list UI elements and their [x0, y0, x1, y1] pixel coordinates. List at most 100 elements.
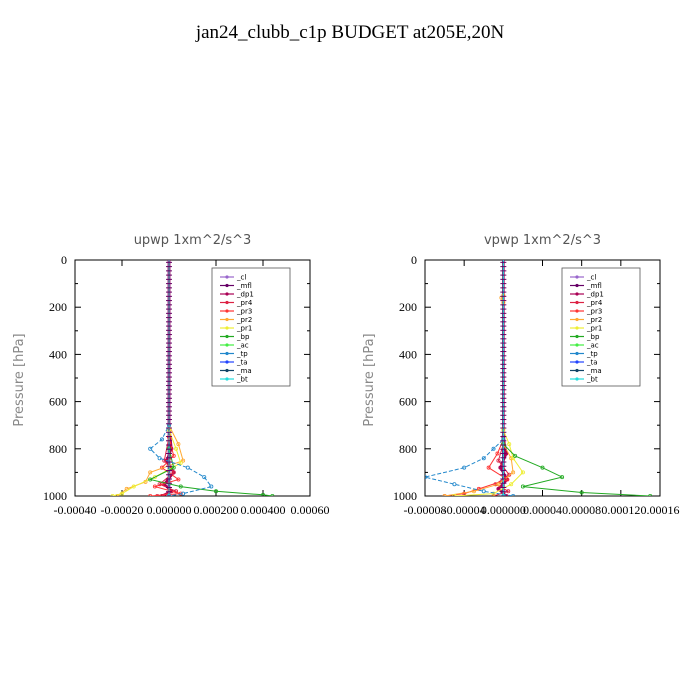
series-line-bp: [502, 260, 651, 496]
series-point-tp: [181, 491, 186, 496]
legend-label: _mfl: [236, 282, 252, 290]
legend-marker: [575, 368, 579, 373]
y-tick-label: 1000: [393, 489, 417, 503]
legend-marker: [225, 300, 229, 305]
series-line-tp: [425, 260, 514, 496]
y-tick-label: 600: [399, 395, 417, 409]
legend-label: _pr1: [586, 325, 602, 333]
series-point-bp: [178, 484, 183, 489]
legend-marker: [575, 351, 579, 356]
series-point-bp: [560, 475, 565, 480]
legend-marker: [225, 292, 229, 296]
series-point-tp: [462, 465, 467, 470]
legend-marker: [225, 317, 229, 322]
y-tick-label: 400: [399, 347, 417, 361]
series-point-bp: [579, 490, 584, 495]
series-point-pr1: [520, 470, 525, 475]
legend-label: _bp: [586, 333, 600, 341]
series-point-bp: [648, 494, 653, 496]
series-point-pr4: [491, 494, 496, 496]
legend-label: _bt: [586, 376, 598, 384]
legend-label: _pr3: [236, 308, 252, 316]
y-tick-label: 200: [49, 300, 67, 314]
series-point-pr2: [471, 489, 476, 494]
series-line-pr2: [116, 260, 184, 496]
series-point-pr1: [507, 442, 512, 447]
series-point-tp: [511, 494, 516, 496]
legend-marker: [225, 309, 229, 313]
series-point-tp: [209, 484, 214, 489]
legend-marker: [575, 326, 579, 330]
x-tick-label: -0.00040: [54, 503, 97, 517]
legend-label: _pr2: [236, 316, 252, 324]
series-point-pr3: [148, 494, 153, 496]
x-tick-label: -0.00008: [404, 503, 447, 517]
series-point-tp: [491, 446, 496, 451]
series-point-pr1: [174, 446, 179, 451]
series-group: [110, 260, 275, 496]
legend-marker: [575, 275, 579, 279]
legend-marker: [575, 343, 579, 347]
legend-marker: [225, 377, 229, 381]
legend-label: _pr4: [236, 299, 253, 307]
y-tick-label: 800: [399, 442, 417, 456]
x-tick-label: 0.000200: [194, 503, 239, 517]
series-point-tp: [452, 482, 457, 487]
x-tick-label: 0.00008: [562, 503, 601, 517]
series-point-tp: [157, 456, 162, 461]
legend-marker: [225, 275, 229, 279]
series-point-tp: [481, 489, 486, 494]
series-point-pr1: [509, 482, 514, 487]
legend-label: _bt: [236, 376, 248, 384]
series-point-bp: [213, 489, 218, 494]
legend-marker: [225, 326, 229, 330]
series-line-bp: [148, 260, 273, 496]
y-tick-label: 1000: [43, 489, 67, 503]
series-point-pr4: [174, 489, 179, 494]
series-point-pr1: [491, 491, 496, 496]
legend-marker: [575, 360, 579, 364]
y-tick-label: 800: [49, 442, 67, 456]
legend-label: _ta: [236, 359, 248, 367]
legend-marker: [225, 343, 229, 347]
series-line-pr1: [112, 260, 182, 496]
legend-label: _mfl: [586, 282, 602, 290]
x-tick-label: 0.00004: [523, 503, 562, 517]
series-point-pr1: [120, 491, 125, 496]
legend-label: _cl: [236, 274, 246, 282]
series-point-pr3: [171, 453, 176, 458]
legend-marker: [225, 368, 229, 373]
legend-label: _ac: [586, 342, 599, 350]
y-tick-label: 600: [49, 395, 67, 409]
y-tick-label: 200: [399, 300, 417, 314]
series-point-tp: [425, 475, 427, 480]
series-point-pr3: [495, 451, 500, 456]
series-point-bp: [270, 494, 275, 496]
series-point-tp: [481, 456, 486, 461]
legend-label: _ta: [586, 359, 598, 367]
legend-label: _pr3: [586, 308, 602, 316]
legend-label: _cl: [586, 274, 596, 282]
x-tick-label: 0.00060: [291, 503, 330, 517]
legend-marker: [225, 351, 229, 356]
series-point-pr2: [176, 442, 181, 447]
legend-marker: [575, 292, 579, 296]
series-point-tp: [159, 437, 164, 442]
legend-box: [561, 267, 641, 387]
series-point-pr2: [511, 470, 516, 475]
series-point-pr3: [152, 484, 157, 489]
x-tick-label: -0.00004: [443, 503, 486, 517]
panel-title: upwp 1xm^2/s^3: [134, 233, 252, 248]
y-tick-label: 0: [61, 253, 67, 267]
series-point-tp: [148, 446, 153, 451]
series-line-tp: [149, 260, 213, 496]
legend-marker: [575, 283, 579, 288]
series-point-tp: [185, 465, 190, 470]
series-group: [425, 260, 653, 496]
legend-label: _tp: [586, 350, 598, 358]
series-point-bp: [148, 477, 153, 482]
legend-marker: [225, 334, 229, 339]
legend-label: _pr4: [586, 299, 603, 307]
series-line-pr1: [454, 260, 524, 496]
